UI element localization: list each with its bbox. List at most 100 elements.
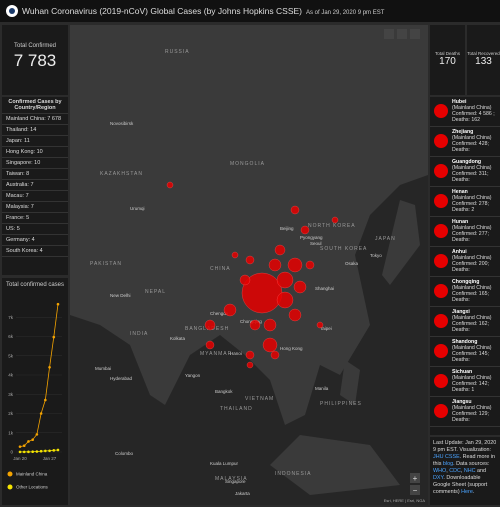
link[interactable]: JHU CSSE xyxy=(433,454,460,460)
link[interactable]: CDC xyxy=(449,468,461,474)
province-region: (Mainland China) xyxy=(452,345,492,351)
country-item[interactable]: South Korea: 4 xyxy=(2,246,68,257)
case-bubble xyxy=(300,225,310,235)
country-item[interactable]: Hong Kong: 10 xyxy=(2,147,68,158)
place-label: Novosibirsk xyxy=(110,121,134,126)
province-item[interactable]: Guangdong (Mainland China) Confirmed: 311;… xyxy=(430,157,500,187)
place-label: MALAYSIA xyxy=(215,476,248,482)
zoom-out[interactable] xyxy=(410,485,420,495)
country-item[interactable]: Australia: 7 xyxy=(2,180,68,191)
point xyxy=(52,449,56,452)
case-bubble xyxy=(290,205,300,215)
text: . Downloadable Google Sheet (support com… xyxy=(433,475,488,495)
layers-button[interactable] xyxy=(410,29,420,39)
case-bubble xyxy=(270,350,280,360)
country-item[interactable]: US: 5 xyxy=(2,224,68,235)
province-name: Anhui xyxy=(452,249,467,255)
province-item[interactable]: Jiangxi (Mainland China) Confirmed: 162; D… xyxy=(430,307,500,337)
place-label: MYANMAR xyxy=(200,351,232,357)
province-item[interactable]: Hubei (Mainland China) Confirmed: 4 586 ; … xyxy=(430,97,500,127)
province-detail: Confirmed: 162; Deaths: xyxy=(452,321,489,333)
province-region: (Mainland China) xyxy=(452,105,492,111)
case-bubble xyxy=(316,321,324,329)
province-item[interactable]: Zhejiang (Mainland China) Confirmed: 428; … xyxy=(430,127,500,157)
y-tick-label: 3k xyxy=(8,392,14,397)
text: . xyxy=(472,489,475,495)
province-region: (Mainland China) xyxy=(452,405,492,411)
province-detail: Confirmed: 145; Deaths: xyxy=(452,351,489,363)
country-item[interactable]: Thailand: 14 xyxy=(2,125,68,136)
marker xyxy=(434,164,448,178)
place-label: Tokyo xyxy=(370,253,382,258)
text: and xyxy=(475,468,487,474)
province-name: Chongqing xyxy=(452,279,480,285)
value: 133 xyxy=(475,56,492,67)
country-item[interactable]: Germany: 4 xyxy=(2,235,68,246)
point xyxy=(18,450,22,454)
value: 7 783 xyxy=(13,51,57,70)
province-item[interactable]: Anhui (Mainland China) Confirmed: 200; Dea… xyxy=(430,247,500,277)
y-tick-label: 2k xyxy=(8,411,14,416)
place-label: PAKISTAN xyxy=(90,261,122,267)
place-label: CHINA xyxy=(210,266,231,272)
place-label: BANGLADESH xyxy=(185,326,229,332)
point xyxy=(31,438,34,441)
bookmark-button[interactable] xyxy=(384,29,394,39)
place-label: Osaka xyxy=(345,261,359,266)
marker xyxy=(434,374,448,388)
province-region: (Mainland China) xyxy=(452,375,492,381)
case-bubble xyxy=(231,251,239,259)
province-text: Anhui (Mainland China) Confirmed: 200; Dea… xyxy=(452,249,498,273)
logo xyxy=(6,5,18,17)
y-tick-label: 7k xyxy=(8,315,14,320)
case-bubble xyxy=(166,181,174,189)
link[interactable]: Here xyxy=(461,489,473,495)
place-label: Hong Kong xyxy=(280,346,303,351)
province-item[interactable]: Henan (Mainland China) Confirmed: 278; Dea… xyxy=(430,187,500,217)
province-detail: Confirmed: 4 586 ; Deaths: 162 xyxy=(452,111,495,123)
link[interactable]: WHO xyxy=(433,468,447,474)
place-label: Kolkata xyxy=(170,336,186,341)
link[interactable]: DXY xyxy=(433,475,444,481)
case-bubble xyxy=(293,280,307,294)
place-label: INDIA xyxy=(130,331,148,337)
x-tick-label: Jan 27 xyxy=(43,456,57,461)
text: Last Update: Jan 29, 2020 9 pm EST. Visu… xyxy=(433,440,497,453)
link[interactable]: blog xyxy=(442,461,454,467)
land xyxy=(382,200,420,285)
country-item[interactable]: Japan: 11 xyxy=(2,136,68,147)
total-recovered: Total Recovered 133 xyxy=(467,25,500,95)
link[interactable]: NHC xyxy=(463,468,476,474)
place-label: Chengdu xyxy=(210,311,229,316)
chart-panel: Total confirmed cases 0 1k 2k 3k 4k 5k 6k 7k Jan… xyxy=(2,278,68,505)
province-item[interactable]: Jiangsu (Mainland China) Confirmed: 129; D… xyxy=(430,397,500,427)
province-detail: Confirmed: 129; Deaths: xyxy=(452,411,489,423)
province-region: (Mainland China) xyxy=(452,285,492,291)
case-bubble xyxy=(305,260,315,270)
zoom-in[interactable] xyxy=(410,473,420,483)
province-detail: Confirmed: 428; Deaths: xyxy=(452,141,489,153)
case-bubble xyxy=(331,216,339,224)
text: . Read more in this xyxy=(433,454,496,467)
basemap-button[interactable] xyxy=(397,29,407,39)
country-item[interactable]: Taiwan: 8 xyxy=(2,169,68,180)
country-item[interactable]: France: 5 xyxy=(2,213,68,224)
country-item[interactable]: Mainland China: 7 678 xyxy=(2,114,68,125)
marker xyxy=(434,284,448,298)
province-region: (Mainland China) xyxy=(452,225,492,231)
province-item[interactable]: Chongqing (Mainland China) Confirmed: 165;… xyxy=(430,277,500,307)
point xyxy=(35,433,39,436)
case-bubble xyxy=(288,308,302,322)
province-item[interactable]: Shandong (Mainland China) Confirmed: 145; … xyxy=(430,337,500,367)
map-controls[interactable]: + − xyxy=(384,29,420,495)
country-item[interactable]: Singapore: 10 xyxy=(2,158,68,169)
point xyxy=(18,445,22,448)
place-label: Shanghai xyxy=(315,286,334,291)
province-item[interactable]: Hunan (Mainland China) Confirmed: 277; Dea… xyxy=(430,217,500,247)
place-label: Hyderabad xyxy=(110,376,133,381)
point xyxy=(39,449,43,453)
country-item[interactable]: Macau: 7 xyxy=(2,191,68,202)
total-deaths: Total Deaths 170 xyxy=(430,25,465,95)
country-item[interactable]: Malaysia: 7 xyxy=(2,202,68,213)
province-item[interactable]: Sichuan (Mainland China) Confirmed: 142; D… xyxy=(430,367,500,397)
